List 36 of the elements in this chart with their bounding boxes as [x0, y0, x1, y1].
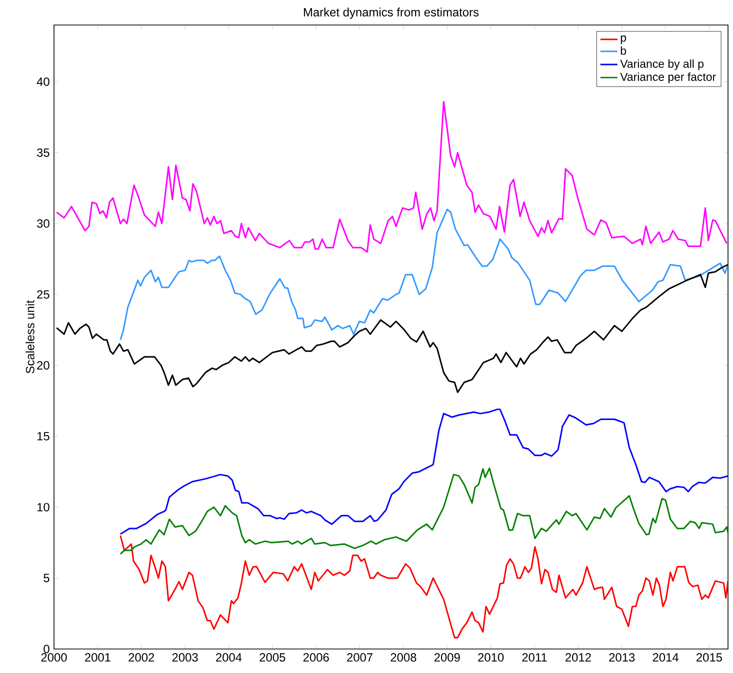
y-axis-title: Scaleless unit	[26, 300, 34, 374]
y-tick-label: 5	[44, 574, 50, 582]
y-tick-label: 40	[36, 77, 50, 86]
x-tick-label: 2015	[696, 653, 722, 662]
legend-label: Variance per factor	[620, 72, 716, 84]
y-tick-label: 10	[37, 502, 50, 512]
legend-label: p	[620, 35, 626, 44]
legend-label: b	[620, 46, 626, 55]
y-tick-label: 20	[37, 361, 50, 370]
y-tick-label: 35	[36, 148, 50, 157]
line-series	[120, 534, 728, 638]
y-tick-label: 25	[37, 290, 50, 299]
line-series	[120, 208, 728, 341]
legend-label: Variance by all p	[620, 59, 704, 70]
y-tick-label: 30	[36, 219, 50, 228]
x-tick-label: 2007	[347, 653, 372, 662]
x-tick-label: 2006	[303, 653, 329, 662]
x-tick-label: 2008	[390, 653, 416, 662]
x-tick-label: 2011	[522, 653, 547, 662]
x-tick-label: 2001	[84, 653, 110, 662]
chart-title: Market dynamics from estimators	[304, 8, 479, 19]
line-series	[120, 467, 728, 555]
x-tick-label: 2009	[434, 653, 460, 662]
line-series	[120, 408, 728, 535]
x-tick-label: 2000	[41, 653, 67, 662]
x-tick-label: 2010	[478, 653, 504, 662]
x-tick-label: 2002	[128, 653, 154, 662]
y-tick-label: 15	[37, 432, 50, 440]
x-tick-label: 2003	[172, 653, 198, 662]
x-tick-label: 2005	[260, 653, 286, 662]
x-tick-label: 2013	[609, 653, 635, 662]
x-tick-label: 2012	[565, 653, 591, 662]
x-tick-label: 2014	[652, 653, 678, 662]
x-tick-label: 2004	[216, 653, 242, 662]
y-tick-label: 0	[44, 644, 50, 654]
line-series	[56, 100, 728, 253]
